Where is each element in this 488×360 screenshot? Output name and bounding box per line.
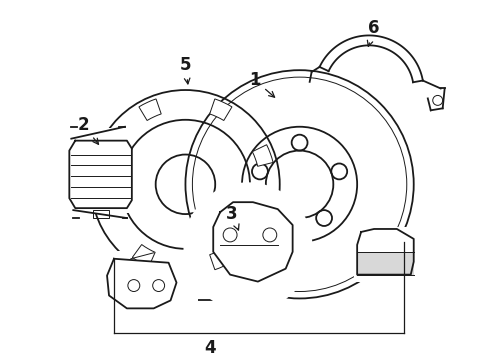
Text: 5: 5 [179,56,191,84]
Bar [356,252,413,275]
Wedge shape [209,99,231,121]
Wedge shape [139,99,161,121]
Text: 1: 1 [249,71,274,97]
Text: 4: 4 [204,339,216,357]
Polygon shape [356,229,413,275]
Wedge shape [252,145,272,166]
Wedge shape [132,244,155,267]
Bar [353,227,418,282]
Text: 2: 2 [77,116,98,144]
Polygon shape [213,202,292,282]
Wedge shape [98,145,118,166]
Circle shape [183,182,312,311]
Bar [99,251,198,310]
Polygon shape [319,35,422,82]
Wedge shape [209,248,231,270]
Polygon shape [69,141,132,208]
Polygon shape [107,259,176,309]
Circle shape [91,90,279,279]
Text: 3: 3 [226,205,239,230]
Bar [70,128,132,213]
Bar [93,210,109,218]
Text: 6: 6 [366,19,379,46]
